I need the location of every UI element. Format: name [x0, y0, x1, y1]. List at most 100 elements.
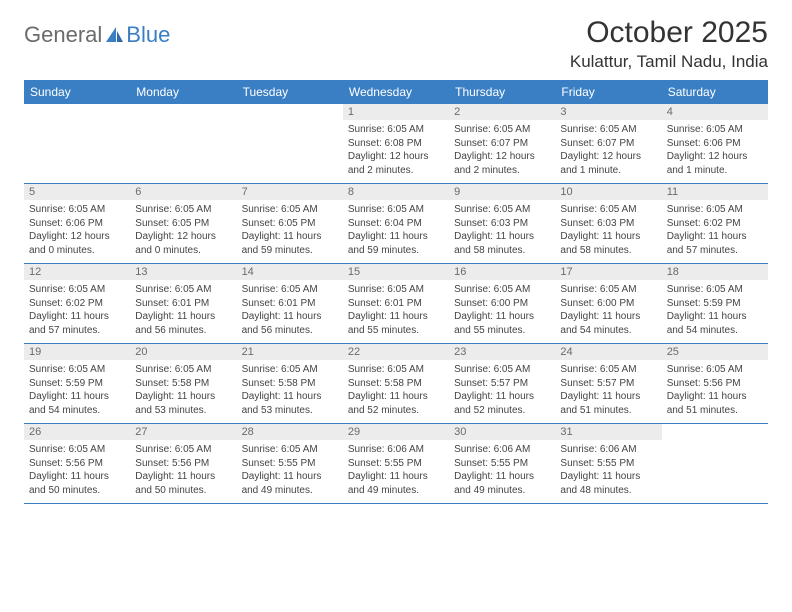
sunrise-text: Sunrise: 6:05 AM — [348, 363, 444, 377]
calendar-cell: 3Sunrise: 6:05 AMSunset: 6:07 PMDaylight… — [555, 104, 661, 184]
sunrise-text: Sunrise: 6:05 AM — [348, 123, 444, 137]
sunset-text: Sunset: 6:01 PM — [348, 297, 444, 311]
day-data: Sunrise: 6:05 AMSunset: 5:56 PMDaylight:… — [130, 440, 236, 503]
day-data: Sunrise: 6:05 AMSunset: 6:02 PMDaylight:… — [662, 200, 768, 263]
calendar-cell: 7Sunrise: 6:05 AMSunset: 6:05 PMDaylight… — [237, 184, 343, 264]
sunset-text: Sunset: 5:58 PM — [348, 377, 444, 391]
day-number — [237, 104, 343, 120]
logo-text-blue: Blue — [126, 22, 170, 48]
day-data: Sunrise: 6:05 AMSunset: 5:55 PMDaylight:… — [237, 440, 343, 503]
sunset-text: Sunset: 5:57 PM — [560, 377, 656, 391]
day-data: Sunrise: 6:05 AMSunset: 6:00 PMDaylight:… — [449, 280, 555, 343]
sunrise-text: Sunrise: 6:05 AM — [29, 443, 125, 457]
day-number: 22 — [343, 344, 449, 360]
sunset-text: Sunset: 5:56 PM — [29, 457, 125, 471]
sunrise-text: Sunrise: 6:05 AM — [560, 123, 656, 137]
calendar-row: 1Sunrise: 6:05 AMSunset: 6:08 PMDaylight… — [24, 104, 768, 184]
day-number — [24, 104, 130, 120]
day-header: Friday — [555, 80, 661, 104]
calendar-cell: 29Sunrise: 6:06 AMSunset: 5:55 PMDayligh… — [343, 424, 449, 504]
day-data: Sunrise: 6:05 AMSunset: 6:05 PMDaylight:… — [237, 200, 343, 263]
sunset-text: Sunset: 5:55 PM — [242, 457, 338, 471]
daylight-text: Daylight: 11 hours and 51 minutes. — [667, 390, 763, 417]
calendar-cell: 27Sunrise: 6:05 AMSunset: 5:56 PMDayligh… — [130, 424, 236, 504]
day-number: 16 — [449, 264, 555, 280]
daylight-text: Daylight: 11 hours and 56 minutes. — [242, 310, 338, 337]
logo-sail-icon — [104, 25, 124, 45]
sunset-text: Sunset: 6:04 PM — [348, 217, 444, 231]
daylight-text: Daylight: 11 hours and 49 minutes. — [348, 470, 444, 497]
sunset-text: Sunset: 6:06 PM — [667, 137, 763, 151]
day-data: Sunrise: 6:05 AMSunset: 5:59 PMDaylight:… — [662, 280, 768, 343]
sunset-text: Sunset: 5:55 PM — [454, 457, 550, 471]
day-number — [130, 104, 236, 120]
sunset-text: Sunset: 6:05 PM — [242, 217, 338, 231]
daylight-text: Daylight: 11 hours and 53 minutes. — [135, 390, 231, 417]
day-number: 10 — [555, 184, 661, 200]
calendar-row: 19Sunrise: 6:05 AMSunset: 5:59 PMDayligh… — [24, 344, 768, 424]
calendar-cell: 17Sunrise: 6:05 AMSunset: 6:00 PMDayligh… — [555, 264, 661, 344]
sunrise-text: Sunrise: 6:05 AM — [242, 203, 338, 217]
calendar-cell: 30Sunrise: 6:06 AMSunset: 5:55 PMDayligh… — [449, 424, 555, 504]
daylight-text: Daylight: 11 hours and 58 minutes. — [454, 230, 550, 257]
sunset-text: Sunset: 5:59 PM — [29, 377, 125, 391]
sunset-text: Sunset: 6:06 PM — [29, 217, 125, 231]
daylight-text: Daylight: 12 hours and 2 minutes. — [348, 150, 444, 177]
logo-text-general: General — [24, 22, 102, 48]
day-number: 23 — [449, 344, 555, 360]
day-data: Sunrise: 6:05 AMSunset: 6:06 PMDaylight:… — [662, 120, 768, 183]
calendar-body: 1Sunrise: 6:05 AMSunset: 6:08 PMDaylight… — [24, 104, 768, 504]
daylight-text: Daylight: 11 hours and 58 minutes. — [560, 230, 656, 257]
day-data: Sunrise: 6:05 AMSunset: 5:59 PMDaylight:… — [24, 360, 130, 423]
calendar-cell — [24, 104, 130, 184]
header: General Blue October 2025 Kulattur, Tami… — [24, 16, 768, 72]
logo: General Blue — [24, 16, 170, 48]
day-number: 25 — [662, 344, 768, 360]
sunset-text: Sunset: 5:56 PM — [667, 377, 763, 391]
sunrise-text: Sunrise: 6:05 AM — [135, 443, 231, 457]
sunrise-text: Sunrise: 6:05 AM — [135, 363, 231, 377]
calendar-cell: 12Sunrise: 6:05 AMSunset: 6:02 PMDayligh… — [24, 264, 130, 344]
calendar-row: 26Sunrise: 6:05 AMSunset: 5:56 PMDayligh… — [24, 424, 768, 504]
day-data: Sunrise: 6:05 AMSunset: 6:01 PMDaylight:… — [237, 280, 343, 343]
day-data: Sunrise: 6:05 AMSunset: 6:03 PMDaylight:… — [449, 200, 555, 263]
calendar-cell: 2Sunrise: 6:05 AMSunset: 6:07 PMDaylight… — [449, 104, 555, 184]
calendar-cell: 26Sunrise: 6:05 AMSunset: 5:56 PMDayligh… — [24, 424, 130, 504]
daylight-text: Daylight: 11 hours and 48 minutes. — [560, 470, 656, 497]
calendar-row: 5Sunrise: 6:05 AMSunset: 6:06 PMDaylight… — [24, 184, 768, 264]
day-number: 9 — [449, 184, 555, 200]
calendar-cell — [130, 104, 236, 184]
day-data: Sunrise: 6:05 AMSunset: 6:01 PMDaylight:… — [343, 280, 449, 343]
calendar-cell: 22Sunrise: 6:05 AMSunset: 5:58 PMDayligh… — [343, 344, 449, 424]
sunset-text: Sunset: 6:00 PM — [454, 297, 550, 311]
daylight-text: Daylight: 12 hours and 1 minute. — [667, 150, 763, 177]
calendar-cell: 20Sunrise: 6:05 AMSunset: 5:58 PMDayligh… — [130, 344, 236, 424]
sunrise-text: Sunrise: 6:05 AM — [667, 363, 763, 377]
day-number: 13 — [130, 264, 236, 280]
sunset-text: Sunset: 5:55 PM — [560, 457, 656, 471]
sunrise-text: Sunrise: 6:05 AM — [29, 283, 125, 297]
sunset-text: Sunset: 5:59 PM — [667, 297, 763, 311]
sunrise-text: Sunrise: 6:05 AM — [242, 363, 338, 377]
daylight-text: Daylight: 12 hours and 2 minutes. — [454, 150, 550, 177]
day-data — [130, 120, 236, 183]
title-block: October 2025 Kulattur, Tamil Nadu, India — [570, 16, 768, 72]
day-data: Sunrise: 6:05 AMSunset: 5:58 PMDaylight:… — [237, 360, 343, 423]
day-data: Sunrise: 6:05 AMSunset: 6:00 PMDaylight:… — [555, 280, 661, 343]
sunrise-text: Sunrise: 6:05 AM — [454, 283, 550, 297]
day-number: 14 — [237, 264, 343, 280]
day-data: Sunrise: 6:05 AMSunset: 6:05 PMDaylight:… — [130, 200, 236, 263]
sunrise-text: Sunrise: 6:06 AM — [348, 443, 444, 457]
day-data: Sunrise: 6:06 AMSunset: 5:55 PMDaylight:… — [555, 440, 661, 503]
calendar-cell: 31Sunrise: 6:06 AMSunset: 5:55 PMDayligh… — [555, 424, 661, 504]
daylight-text: Daylight: 11 hours and 51 minutes. — [560, 390, 656, 417]
sunrise-text: Sunrise: 6:05 AM — [454, 203, 550, 217]
month-title: October 2025 — [570, 16, 768, 50]
day-data: Sunrise: 6:05 AMSunset: 6:03 PMDaylight:… — [555, 200, 661, 263]
day-data: Sunrise: 6:06 AMSunset: 5:55 PMDaylight:… — [449, 440, 555, 503]
daylight-text: Daylight: 11 hours and 49 minutes. — [454, 470, 550, 497]
sunrise-text: Sunrise: 6:06 AM — [560, 443, 656, 457]
day-number: 19 — [24, 344, 130, 360]
sunrise-text: Sunrise: 6:05 AM — [667, 283, 763, 297]
calendar-cell: 13Sunrise: 6:05 AMSunset: 6:01 PMDayligh… — [130, 264, 236, 344]
